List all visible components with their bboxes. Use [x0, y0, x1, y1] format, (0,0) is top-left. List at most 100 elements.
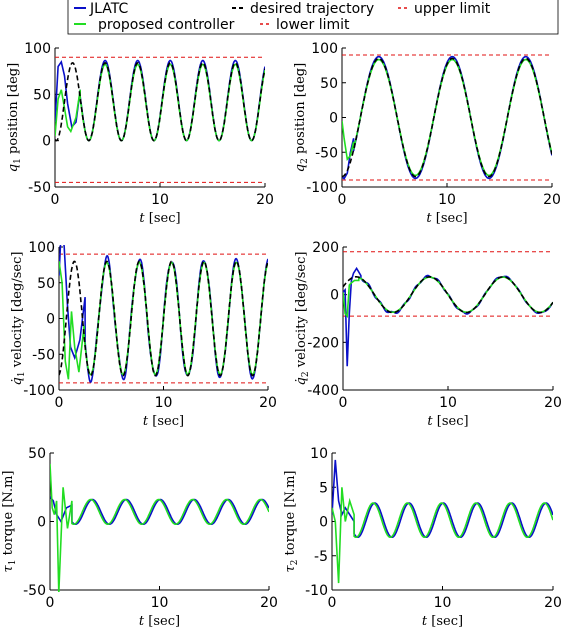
y-axis-symbol: q̇	[10, 377, 25, 385]
y-tick-label: -400	[307, 383, 339, 399]
y-axis-text: velocity [deg/sec]	[10, 252, 25, 372]
x-axis-unit: [sec]	[148, 414, 184, 429]
x-tick-label: 10	[155, 395, 173, 411]
y-tick-label: -50	[315, 145, 338, 161]
x-tick-label: 20	[543, 192, 561, 208]
y-tick-label: 50	[320, 76, 338, 92]
y-tick-label: -100	[306, 180, 338, 196]
y-axis-label: q2 position [deg]	[293, 63, 310, 172]
x-axis-label: t [sec]	[143, 414, 184, 429]
y-axis-label: q̇2 velocity [deg/sec]	[294, 252, 311, 386]
series-proposed-controller	[55, 63, 265, 142]
y-tick-label: 50	[37, 276, 55, 292]
x-tick-label: 0	[46, 595, 55, 611]
x-axis-label: t [sec]	[427, 414, 468, 429]
x-tick-label: 20	[544, 395, 562, 411]
y-tick-label: 200	[312, 240, 339, 256]
y-axis-symbol: q	[6, 164, 21, 172]
series-jlatc	[55, 59, 265, 142]
y-tick-label: 100	[28, 240, 55, 256]
x-axis-unit: [sec]	[144, 614, 180, 629]
legend-label-proposed: proposed controller	[98, 17, 235, 33]
y-axis-symbol: τ	[283, 565, 298, 573]
x-tick-label: 0	[339, 395, 348, 411]
y-tick-label: 100	[24, 41, 51, 57]
panel-tau2-torque: 0 10 20 -10 -5 0 5 10 t [sec] τ2 torque [N.m]	[283, 446, 562, 629]
series-jlatc	[332, 459, 553, 538]
x-axis-symbol: t	[139, 614, 145, 629]
x-axis-symbol: t	[427, 414, 433, 429]
y-tick-label: 0	[330, 288, 339, 304]
x-axis-label: t [sec]	[422, 614, 463, 629]
y-tick-label: -50	[28, 180, 51, 196]
x-tick-label: 0	[55, 395, 64, 411]
legend: JLATC desired trajectory upper limit pro…	[67, 0, 559, 35]
x-axis-label: t [sec]	[426, 211, 467, 226]
x-tick-label: 20	[259, 395, 277, 411]
series-proposed-controller	[332, 487, 553, 584]
y-tick-label: -10	[305, 583, 328, 599]
x-tick-label: 20	[256, 192, 274, 208]
x-axis-symbol: t	[422, 614, 428, 629]
y-axis-text: torque [N.m]	[1, 470, 16, 559]
panel-q1-velocity: 0 10 20 -100 -50 0 50 100 t [sec] q̇1 velocity [d…	[10, 240, 277, 429]
series-desired-trajectory	[55, 62, 265, 142]
y-tick-label: 10	[310, 446, 328, 462]
y-tick-label: -50	[32, 347, 55, 363]
y-axis-label: q̇1 velocity [deg/sec]	[10, 252, 27, 386]
series-jlatc	[343, 266, 553, 367]
legend-label-lower: lower limit	[276, 17, 350, 33]
x-tick-label: 10	[151, 192, 169, 208]
x-tick-label: 20	[260, 595, 278, 611]
x-tick-label: 10	[439, 395, 457, 411]
x-tick-label: 10	[438, 192, 456, 208]
y-tick-label: 50	[33, 87, 51, 103]
x-axis-symbol: t	[426, 211, 432, 226]
legend-box	[67, 0, 559, 35]
x-axis-unit: [sec]	[433, 414, 469, 429]
x-tick-label: 0	[328, 595, 337, 611]
y-tick-label: 0	[319, 515, 328, 531]
y-axis-text: velocity [deg/sec]	[294, 252, 309, 372]
x-axis-symbol: t	[139, 211, 145, 226]
y-tick-label: -5	[314, 549, 328, 565]
panel-q2-position: 0 10 20 -100 -50 0 50 100 t [sec] q2 position [de…	[293, 41, 561, 226]
x-axis-unit: [sec]	[432, 211, 468, 226]
x-tick-label: 20	[544, 595, 562, 611]
y-axis-subscript: 1	[13, 158, 23, 164]
y-axis-subscript: 1	[17, 371, 27, 377]
x-axis-symbol: t	[143, 414, 149, 429]
y-axis-text: position [deg]	[6, 63, 21, 158]
series-proposed-controller	[50, 463, 269, 592]
x-tick-label: 10	[151, 595, 169, 611]
series-jlatc	[342, 55, 552, 181]
series-proposed-controller	[342, 58, 552, 177]
y-tick-label: 0	[329, 111, 338, 127]
y-axis-symbol: q̇	[294, 377, 309, 385]
y-axis-label: q1 position [deg]	[6, 63, 23, 172]
y-tick-label: 0	[46, 312, 55, 328]
y-tick-label: 100	[311, 41, 338, 57]
x-axis-label: t [sec]	[139, 614, 180, 629]
y-tick-label: -200	[307, 335, 339, 351]
legend-label-desired: desired trajectory	[250, 1, 374, 17]
y-tick-label: 50	[28, 446, 46, 462]
series-desired-trajectory	[59, 260, 268, 377]
x-axis-unit: [sec]	[145, 211, 181, 226]
x-tick-label: 0	[51, 192, 60, 208]
y-tick-label: 5	[319, 480, 328, 496]
panel-q2-velocity: 0 10 20 -400 -200 0 200 t [sec] q̇2 velocity [de…	[294, 240, 562, 429]
series-desired-trajectory	[343, 276, 553, 314]
y-axis-symbol: q	[293, 164, 308, 172]
y-tick-label: -50	[23, 583, 46, 599]
y-tick-label: -100	[23, 383, 55, 399]
series-desired-trajectory	[342, 57, 552, 178]
y-axis-subscript: 2	[301, 371, 311, 377]
y-axis-subscript: 2	[300, 158, 310, 164]
y-axis-subscript: 2	[290, 560, 300, 566]
series-jlatc	[59, 245, 268, 383]
